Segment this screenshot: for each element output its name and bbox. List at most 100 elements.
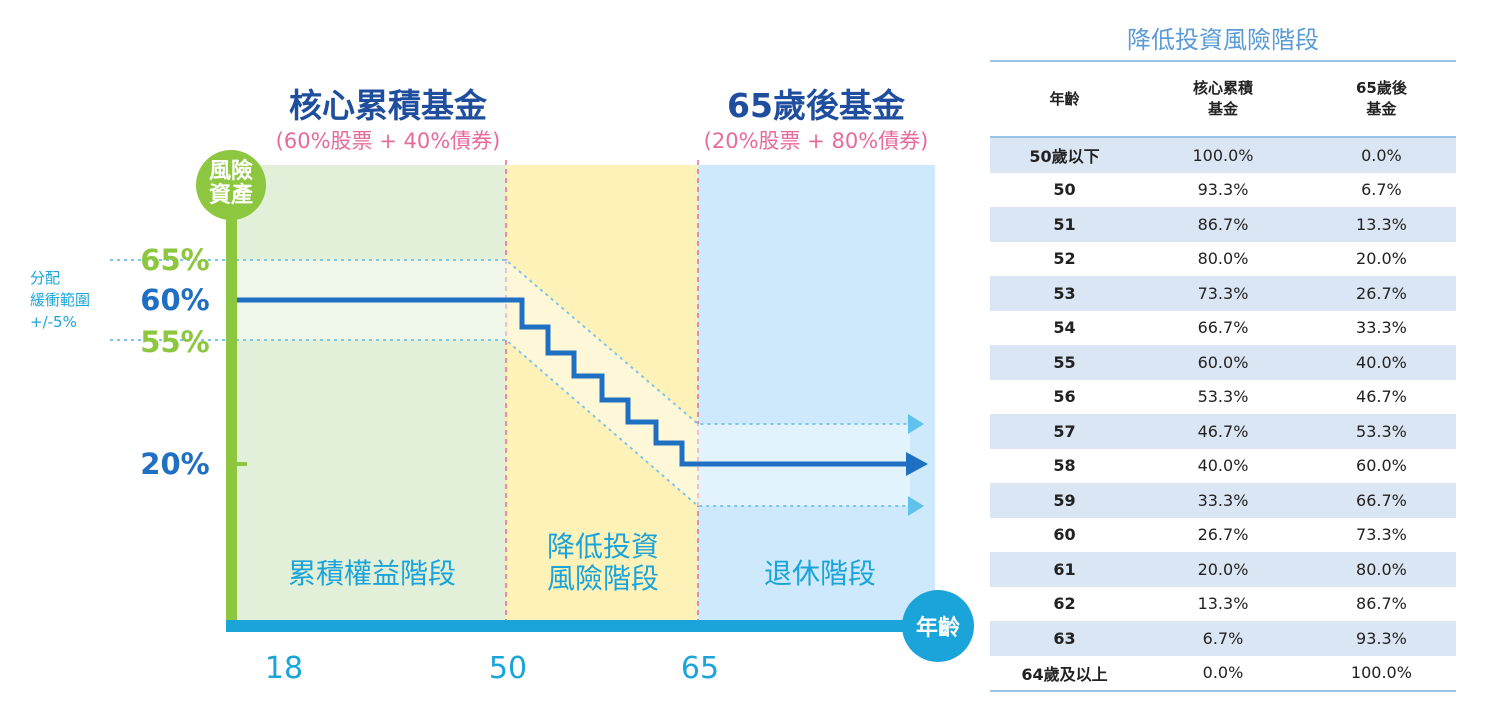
table-row: 53 73.3% 26.7% (990, 276, 1456, 311)
cell-core-fund: 86.7% (1139, 207, 1307, 242)
derisk-table-panel: 降低投資風險階段 年齡 核心累積 基金 65歲後 基金 50歲以下 100.0% 0… (990, 20, 1456, 692)
table-row: 52 80.0% 20.0% (990, 241, 1456, 276)
cell-age65-fund: 86.7% (1306, 586, 1456, 621)
buffer-label-2: 緩衝範圍 (30, 291, 90, 309)
cell-core-fund: 60.0% (1139, 345, 1307, 380)
table-row: 64歲及以上 0.0% 100.0% (990, 655, 1456, 691)
cell-age65-fund: 60.0% (1306, 448, 1456, 483)
cell-core-fund: 26.7% (1139, 517, 1307, 552)
title-age65-fund-composition: (20%股票 + 80%債券) (704, 129, 929, 153)
title-age65-fund: 65歲後基金 (727, 86, 906, 125)
table-body: 50歲以下 100.0% 0.0% 50 93.3% 6.7% 51 86.7% 13.3% 52… (990, 137, 1456, 691)
cell-age: 50歲以下 (990, 137, 1140, 173)
table-row: 51 86.7% 13.3% (990, 207, 1456, 242)
buffer-label-3: +/-5% (30, 313, 77, 331)
cell-age: 62 (990, 586, 1140, 621)
cell-core-fund: 66.7% (1139, 310, 1307, 345)
col-header-age65-fund: 65歲後 基金 (1306, 61, 1456, 138)
cell-age: 58 (990, 448, 1140, 483)
cell-age65-fund: 66.7% (1306, 483, 1456, 518)
phase-label-accumulation: 累積權益階段 (288, 557, 456, 590)
glide-path-line (233, 297, 908, 467)
cell-age: 54 (990, 310, 1140, 345)
cell-age65-fund: 53.3% (1306, 414, 1456, 449)
cell-age65-fund: 46.7% (1306, 379, 1456, 414)
table-row: 54 66.7% 33.3% (990, 310, 1456, 345)
cell-age65-fund: 20.0% (1306, 241, 1456, 276)
cell-core-fund: 20.0% (1139, 552, 1307, 587)
cell-age: 60 (990, 517, 1140, 552)
x-tick-label-50: 50 (489, 651, 527, 686)
cell-age65-fund: 13.3% (1306, 207, 1456, 242)
glide-path-chart: 風險資產 年齡 核心累積基金 (60%股票 + 40%債券) 65歲後基金 (2… (30, 86, 974, 686)
cell-core-fund: 0.0% (1139, 655, 1307, 691)
cell-age: 56 (990, 379, 1140, 414)
cell-core-fund: 13.3% (1139, 586, 1307, 621)
col-header-core-fund: 核心累積 基金 (1139, 61, 1307, 138)
table-row: 63 6.7% 93.3% (990, 621, 1456, 656)
cell-age: 50 (990, 172, 1140, 207)
y-tick-label-60: 60% (140, 283, 209, 317)
cell-age65-fund: 80.0% (1306, 552, 1456, 587)
cell-core-fund: 100.0% (1139, 137, 1307, 173)
y-axis (226, 185, 237, 632)
table-row: 60 26.7% 73.3% (990, 517, 1456, 552)
glide-path-arrow (906, 452, 928, 476)
cell-core-fund: 46.7% (1139, 414, 1307, 449)
phase-bg-retirement (698, 165, 935, 625)
cell-age65-fund: 33.3% (1306, 310, 1456, 345)
phase-label-retirement-line-1: 退休階段 (764, 557, 876, 590)
y-tick-label-55: 55% (140, 325, 209, 359)
table-row: 50歲以下 100.0% 0.0% (990, 137, 1456, 173)
cell-age: 57 (990, 414, 1140, 449)
buffer-band (233, 260, 910, 506)
table-row: 59 33.3% 66.7% (990, 483, 1456, 518)
phase-label-derisk-line-2: 風險階段 (547, 562, 659, 595)
col-header-age: 年齡 (990, 61, 1140, 138)
cell-age65-fund: 6.7% (1306, 172, 1456, 207)
cell-age65-fund: 0.0% (1306, 137, 1456, 173)
cell-age65-fund: 73.3% (1306, 517, 1456, 552)
cell-core-fund: 80.0% (1139, 241, 1307, 276)
table-row: 58 40.0% 60.0% (990, 448, 1456, 483)
cell-age65-fund: 93.3% (1306, 621, 1456, 656)
allocation-table: 年齡 核心累積 基金 65歲後 基金 50歲以下 100.0% 0.0% 50 93.3… (990, 60, 1456, 692)
y-tick-label-20: 20% (140, 447, 209, 481)
cell-core-fund: 93.3% (1139, 172, 1307, 207)
x-tick-label-65: 65 (681, 651, 719, 686)
y-axis-label: 風險資產 (209, 158, 253, 208)
y-axis-label-line-2: 資產 (209, 182, 253, 208)
y-tick-label-65: 65% (140, 243, 209, 277)
buffer-lower-arrow (908, 496, 924, 516)
title-core-fund: 核心累積基金 (289, 86, 488, 125)
cell-age65-fund: 40.0% (1306, 345, 1456, 380)
table-header-row: 年齡 核心累積 基金 65歲後 基金 (990, 61, 1456, 138)
cell-core-fund: 40.0% (1139, 448, 1307, 483)
title-core-fund-composition: (60%股票 + 40%債券) (276, 129, 501, 153)
cell-age: 55 (990, 345, 1140, 380)
cell-age65-fund: 26.7% (1306, 276, 1456, 311)
x-axis-badge (902, 590, 974, 662)
buffer-lower-line (110, 339, 910, 507)
cell-age65-fund: 100.0% (1306, 655, 1456, 691)
cell-age: 52 (990, 241, 1140, 276)
cell-age: 53 (990, 276, 1140, 311)
table-row: 55 60.0% 40.0% (990, 345, 1456, 380)
buffer-label-1: 分配 (30, 269, 60, 287)
x-tick-label-18: 18 (265, 651, 303, 686)
phase-bg-accumulation (233, 165, 506, 625)
cell-age: 64歲及以上 (990, 655, 1140, 691)
cell-age: 63 (990, 621, 1140, 656)
cell-core-fund: 33.3% (1139, 483, 1307, 518)
table-row: 57 46.7% 53.3% (990, 414, 1456, 449)
cell-core-fund: 53.3% (1139, 379, 1307, 414)
x-axis (226, 620, 938, 632)
buffer-upper-arrow (908, 414, 924, 434)
buffer-upper-line (110, 259, 910, 425)
x-axis-label: 年齡 (916, 615, 960, 641)
phase-label-derisk: 降低投資風險階段 (547, 530, 659, 595)
table-row: 61 20.0% 80.0% (990, 552, 1456, 587)
cell-age: 61 (990, 552, 1140, 587)
phase-label-derisk-line-1: 降低投資 (547, 530, 659, 563)
phase-label-accumulation-line-1: 累積權益階段 (288, 557, 456, 590)
